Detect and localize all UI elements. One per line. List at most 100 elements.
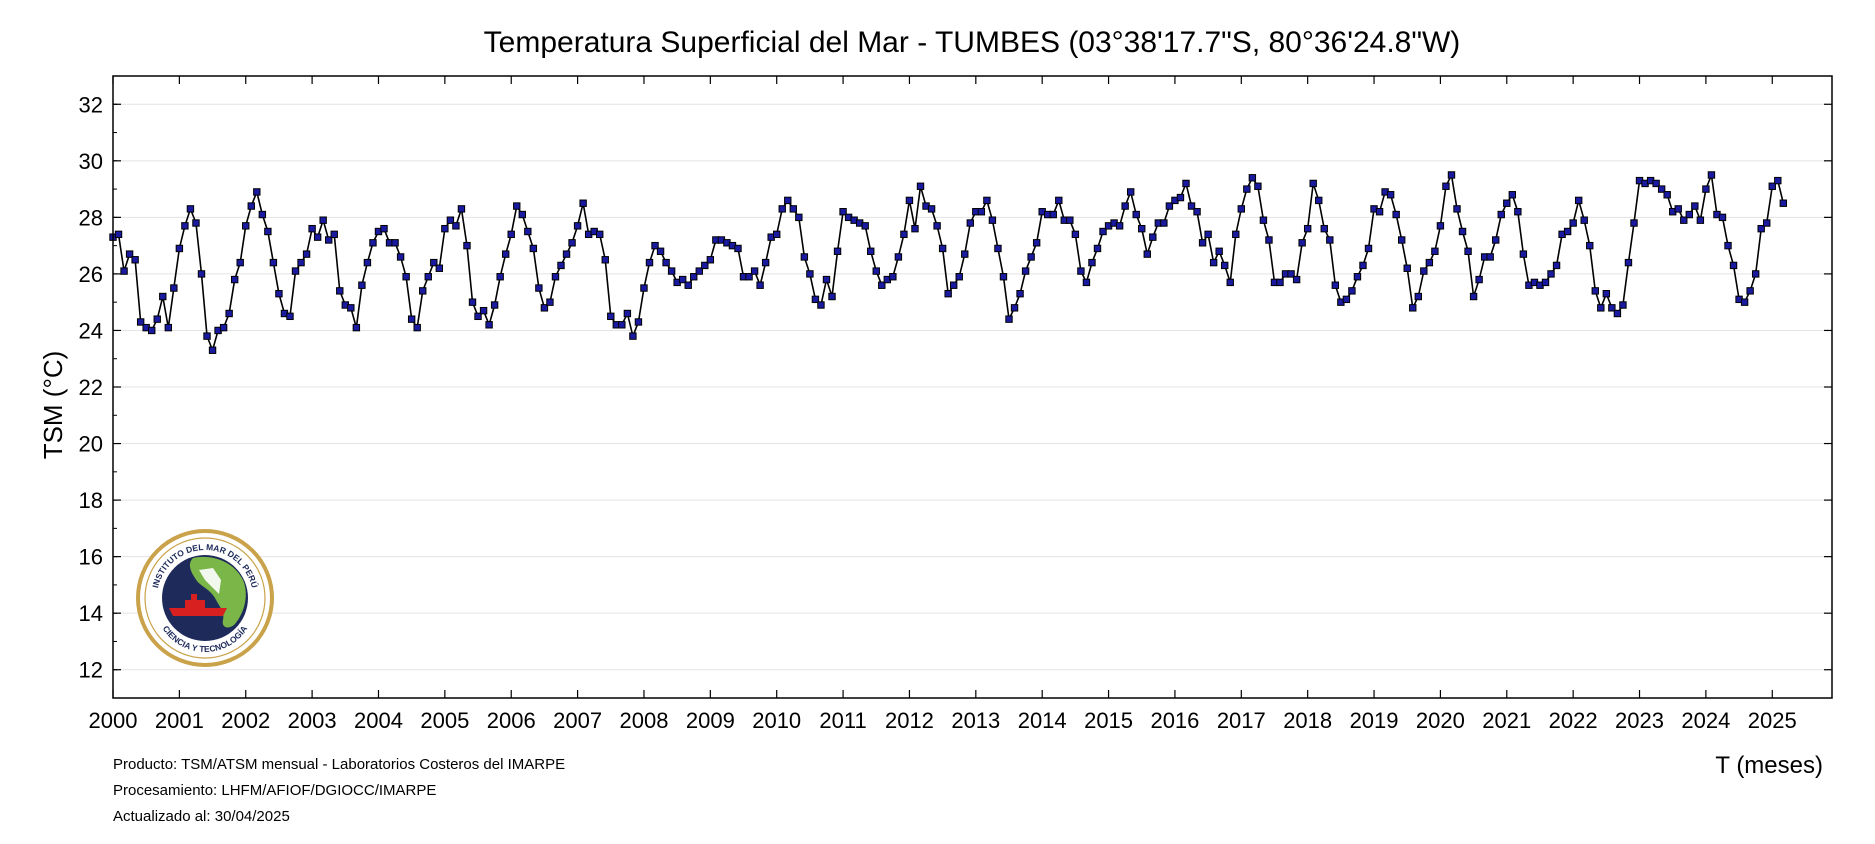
x-tick-label: 2009 xyxy=(686,708,735,733)
data-point xyxy=(701,261,709,270)
x-tick-label: 2025 xyxy=(1748,708,1797,733)
data-point xyxy=(1221,261,1229,270)
data-point xyxy=(961,250,969,258)
data-point xyxy=(562,250,571,258)
data-point xyxy=(1298,239,1306,247)
data-point xyxy=(983,196,991,205)
data-point xyxy=(1685,210,1694,219)
data-point xyxy=(1663,191,1671,199)
data-point xyxy=(1071,230,1080,239)
data-point xyxy=(1619,301,1627,309)
data-point xyxy=(419,287,427,295)
data-point xyxy=(1503,199,1511,207)
data-point xyxy=(734,244,742,253)
data-point xyxy=(1397,236,1406,244)
data-point xyxy=(1209,258,1218,267)
data-point xyxy=(1320,224,1328,233)
data-point xyxy=(269,258,278,267)
x-tick-label: 2018 xyxy=(1283,708,1332,733)
data-point xyxy=(1027,253,1035,261)
data-point xyxy=(872,267,880,275)
data-point xyxy=(1342,295,1351,304)
series-tsm xyxy=(109,171,1788,354)
data-point xyxy=(131,256,139,264)
data-point xyxy=(463,241,471,250)
x-tick-label: 2023 xyxy=(1615,708,1664,733)
y-tick-label: 20 xyxy=(79,432,103,457)
data-point xyxy=(330,230,338,239)
y-tick-label: 28 xyxy=(79,205,103,230)
x-tick-label: 2004 xyxy=(354,708,403,733)
data-point xyxy=(1265,236,1273,244)
data-point xyxy=(391,239,399,247)
data-point xyxy=(247,202,255,210)
data-point xyxy=(988,216,997,224)
x-tick-label: 2020 xyxy=(1416,708,1465,733)
data-point xyxy=(1055,196,1063,205)
data-point xyxy=(1458,227,1467,236)
data-point xyxy=(1232,230,1240,239)
data-point xyxy=(1010,304,1019,312)
data-point xyxy=(822,275,831,284)
data-point xyxy=(784,196,792,205)
x-tick-label: 2007 xyxy=(553,708,602,733)
data-point xyxy=(291,267,300,275)
data-point xyxy=(380,224,388,233)
data-point xyxy=(949,281,958,289)
data-point xyxy=(557,261,565,270)
data-point xyxy=(125,250,134,258)
x-tick-label: 2016 xyxy=(1150,708,1199,733)
data-point xyxy=(839,208,847,216)
data-point xyxy=(1453,205,1461,213)
x-tick-label: 2013 xyxy=(951,708,1000,733)
data-point xyxy=(1447,171,1456,179)
data-point xyxy=(1315,196,1323,205)
data-point xyxy=(1586,241,1594,250)
data-point xyxy=(1254,182,1262,190)
data-point xyxy=(894,253,903,261)
data-point xyxy=(656,247,665,255)
data-point xyxy=(999,273,1008,281)
data-point xyxy=(867,247,875,255)
data-point xyxy=(192,219,200,227)
data-point xyxy=(159,292,167,301)
data-point xyxy=(363,258,372,267)
data-point xyxy=(878,281,886,289)
data-point xyxy=(396,253,405,261)
data-point xyxy=(1386,191,1395,199)
data-point xyxy=(490,301,499,309)
data-point xyxy=(452,222,460,230)
data-point xyxy=(1486,253,1494,261)
data-point xyxy=(756,281,764,289)
data-point xyxy=(690,273,698,281)
data-point xyxy=(501,250,510,258)
data-point xyxy=(535,284,543,292)
data-point xyxy=(474,312,482,321)
data-point xyxy=(1547,270,1555,278)
data-point xyxy=(1602,290,1611,298)
data-point xyxy=(114,230,123,239)
data-point xyxy=(607,312,615,321)
x-tick-label: 2001 xyxy=(155,708,204,733)
data-point xyxy=(1569,219,1577,227)
x-tick-label: 2024 xyxy=(1681,708,1730,733)
x-tick-label: 2021 xyxy=(1482,708,1531,733)
data-point xyxy=(651,241,659,250)
data-point xyxy=(518,210,526,219)
data-point xyxy=(1126,188,1135,196)
data-point xyxy=(1243,185,1251,193)
data-point xyxy=(1740,298,1749,306)
data-point xyxy=(1475,275,1483,284)
data-point xyxy=(120,267,128,275)
data-point xyxy=(706,256,715,264)
data-point xyxy=(325,236,333,244)
data-point xyxy=(347,304,355,312)
data-point xyxy=(1707,171,1716,179)
data-point xyxy=(1652,179,1660,188)
data-point xyxy=(258,210,267,219)
x-tick-label: 2005 xyxy=(420,708,469,733)
data-point xyxy=(1176,193,1185,202)
data-point xyxy=(1492,236,1500,244)
data-point xyxy=(479,306,488,315)
chart-title: Temperatura Superficial del Mar - TUMBES… xyxy=(484,26,1461,59)
